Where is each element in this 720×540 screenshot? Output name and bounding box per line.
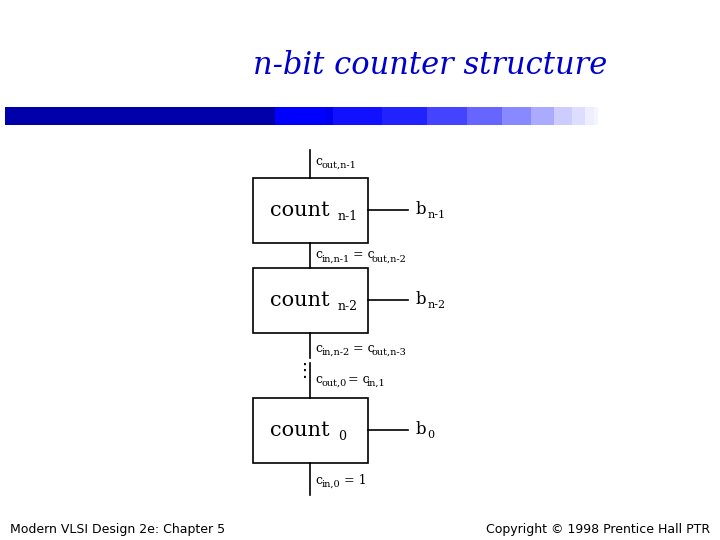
Text: = 1: = 1 <box>340 474 366 487</box>
Text: n-bit counter structure: n-bit counter structure <box>253 50 607 80</box>
Bar <box>467 107 495 125</box>
Text: out,n-2: out,n-2 <box>371 254 406 264</box>
Text: c: c <box>315 474 322 487</box>
Text: ⋮: ⋮ <box>296 361 314 380</box>
Bar <box>420 107 427 125</box>
Text: = c: = c <box>349 342 374 355</box>
Text: count: count <box>270 200 330 219</box>
Bar <box>495 107 502 125</box>
Text: c: c <box>315 373 322 386</box>
Bar <box>585 107 591 125</box>
Bar <box>253 267 367 333</box>
Bar <box>531 107 548 125</box>
Bar <box>382 107 420 125</box>
Text: c: c <box>315 248 322 261</box>
Text: n-1: n-1 <box>428 210 446 220</box>
Text: in,0: in,0 <box>322 480 341 489</box>
Text: b: b <box>415 292 426 308</box>
Bar <box>253 397 367 462</box>
Text: n-2: n-2 <box>428 300 446 310</box>
Text: = c: = c <box>349 248 374 261</box>
Text: out,n-3: out,n-3 <box>371 348 406 357</box>
Bar <box>333 107 375 125</box>
Bar <box>375 107 382 125</box>
Bar <box>591 107 594 125</box>
Text: count: count <box>270 421 330 440</box>
Bar <box>460 107 467 125</box>
Text: out,n-1: out,n-1 <box>322 161 357 170</box>
Text: n-2: n-2 <box>338 300 358 313</box>
Bar <box>572 107 581 125</box>
Bar <box>567 107 572 125</box>
Text: n-1: n-1 <box>338 210 358 222</box>
Text: b: b <box>415 422 426 438</box>
Text: out,0: out,0 <box>322 379 347 388</box>
Text: in,1: in,1 <box>366 379 385 388</box>
Text: b: b <box>415 201 426 219</box>
Text: = c: = c <box>344 373 370 386</box>
Text: in,n-2: in,n-2 <box>322 348 350 357</box>
Bar <box>275 107 325 125</box>
Text: c: c <box>315 342 322 355</box>
Bar <box>524 107 531 125</box>
Text: in,n-1: in,n-1 <box>322 254 350 264</box>
Bar <box>594 107 598 125</box>
Bar <box>581 107 585 125</box>
Text: Copyright © 1998 Prentice Hall PTR: Copyright © 1998 Prentice Hall PTR <box>486 523 710 537</box>
Text: count: count <box>270 291 330 309</box>
Bar <box>548 107 554 125</box>
Text: 0: 0 <box>428 430 435 440</box>
Bar <box>427 107 460 125</box>
Bar <box>5 107 275 125</box>
Bar <box>502 107 524 125</box>
Bar <box>325 107 333 125</box>
Text: 0: 0 <box>338 429 346 442</box>
Text: c: c <box>315 155 322 168</box>
Bar <box>253 178 367 242</box>
Text: Modern VLSI Design 2e: Chapter 5: Modern VLSI Design 2e: Chapter 5 <box>10 523 225 537</box>
Bar <box>554 107 567 125</box>
